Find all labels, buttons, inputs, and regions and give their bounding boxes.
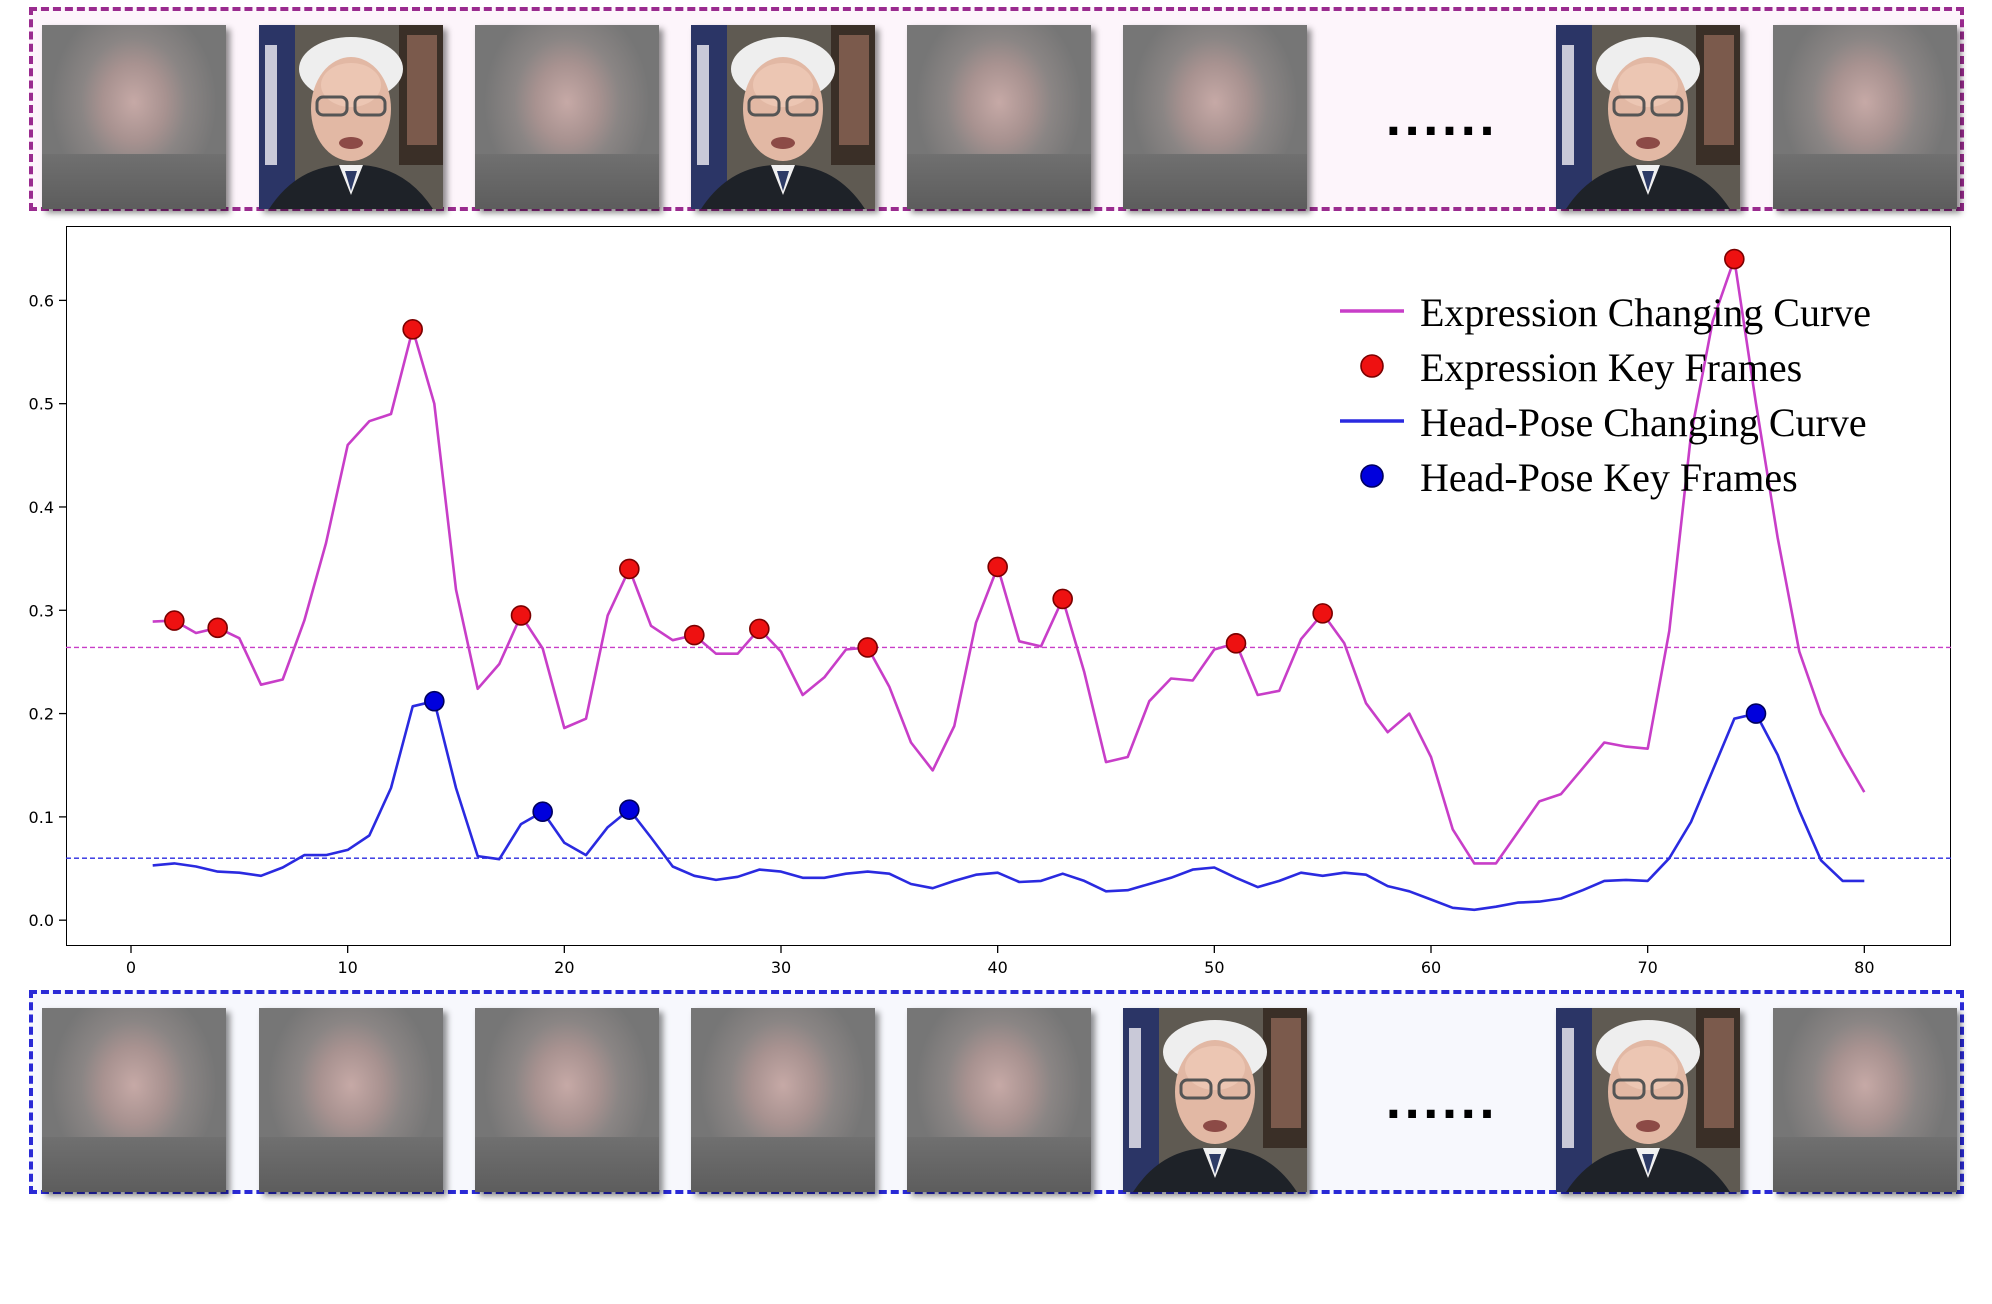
headpose-frame-blurred — [259, 1008, 443, 1192]
expression-keyframe-strip: ...... — [29, 7, 1964, 211]
expression-key-frame-point — [510, 605, 532, 626]
headpose-curve — [152, 699, 1865, 912]
y-tick-label: 0.3 — [29, 601, 54, 620]
headpose-frame-blurred — [1773, 1008, 1957, 1192]
expression-key-frame-point — [749, 618, 770, 640]
legend-headpose-key-frames-label: Head-Pose Key Frames — [1420, 455, 1798, 500]
headpose-key-frame-point — [532, 801, 553, 823]
expression-frame-keyframe — [691, 25, 875, 209]
headpose-ellipsis: ...... — [1385, 1078, 1498, 1129]
x-tick-label: 80 — [1854, 958, 1874, 977]
expression-key-frame-point — [857, 637, 878, 658]
expression-ellipsis: ...... — [1385, 95, 1498, 146]
legend-headpose-curve-label: Head-Pose Changing Curve — [1420, 400, 1867, 445]
legend-expression-key-frames-label: Expression Key Frames — [1420, 345, 1802, 390]
expression-frame-blurred — [475, 25, 659, 209]
headpose-frame-keyframe — [1556, 1008, 1740, 1192]
expression-key-frame-point — [1052, 588, 1073, 610]
expression-curve — [152, 257, 1866, 865]
legend-expression-key-frames-swatch — [1360, 354, 1384, 378]
y-tick-label: 0.4 — [29, 498, 54, 517]
headpose-frame-keyframe — [1123, 1008, 1307, 1192]
expression-key-frame-point — [402, 318, 423, 340]
expression-key-frame-point — [207, 617, 228, 639]
x-tick-label: 0 — [126, 958, 136, 977]
x-tick-label: 70 — [1637, 958, 1657, 977]
headpose-key-frame-point — [1745, 703, 1767, 724]
x-tick-label: 60 — [1421, 958, 1441, 977]
headpose-key-frame-point — [619, 799, 640, 820]
x-tick-label: 20 — [554, 958, 574, 977]
legend-expression-curve-label: Expression Changing Curve — [1420, 290, 1871, 335]
expression-frame-blurred — [907, 25, 1091, 209]
headpose-frame-blurred — [42, 1008, 226, 1192]
headpose-key-frame-point — [424, 690, 445, 712]
expression-key-frame-point — [1312, 603, 1333, 624]
y-tick-label: 0.5 — [29, 395, 54, 414]
y-tick-label: 0.0 — [29, 911, 54, 930]
expression-frame-blurred — [42, 25, 226, 209]
headpose-keyframe-strip: ...... — [29, 990, 1964, 1194]
expression-key-frame-point — [987, 556, 1008, 578]
expression-key-frame-point — [1724, 248, 1745, 270]
expression-frame-keyframe — [1556, 25, 1740, 209]
x-tick-label: 10 — [337, 958, 357, 977]
expression-frame-blurred — [1123, 25, 1307, 209]
expression-key-frame-point — [684, 624, 705, 646]
y-tick-label: 0.2 — [29, 705, 54, 724]
headpose-frame-blurred — [691, 1008, 875, 1192]
headpose-frame-blurred — [907, 1008, 1091, 1192]
x-tick-label: 50 — [1204, 958, 1224, 977]
legend-headpose-key-frames-swatch — [1360, 464, 1384, 488]
expression-key-frame-point — [164, 610, 185, 631]
headpose-frame-blurred — [475, 1008, 659, 1192]
expression-key-frame-point — [1225, 633, 1247, 654]
x-tick-label: 30 — [771, 958, 791, 977]
expression-frame-blurred — [1773, 25, 1957, 209]
expression-key-frame-point — [619, 558, 640, 580]
y-tick-label: 0.6 — [29, 291, 54, 310]
plot-area — [66, 226, 1951, 946]
y-tick-label: 0.1 — [29, 808, 54, 827]
expression-frame-keyframe — [259, 25, 443, 209]
x-tick-label: 40 — [987, 958, 1007, 977]
